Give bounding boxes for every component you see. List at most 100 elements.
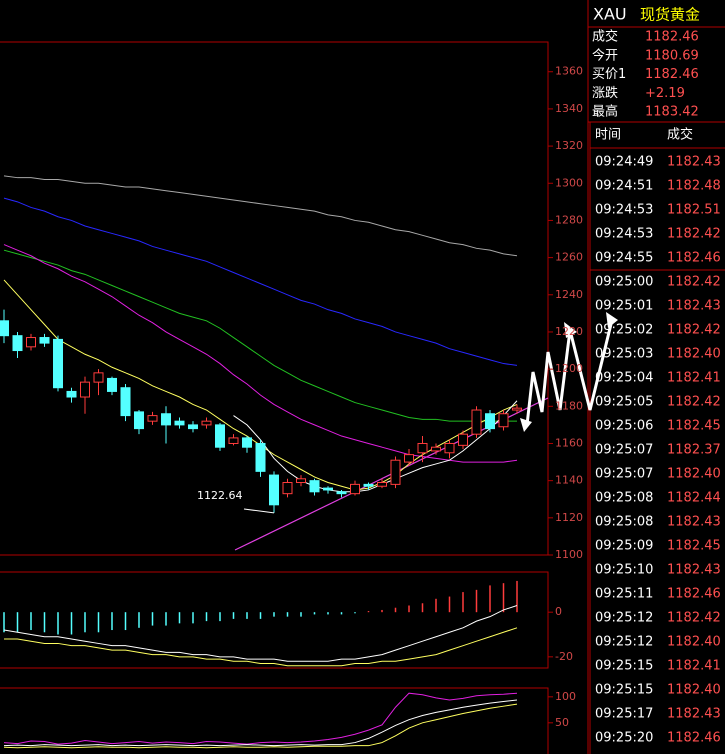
tick-price: 1182.43 [667,707,721,722]
candle-body [26,337,36,348]
candle-body [498,413,509,428]
y-tick-label: 1240 [555,288,583,301]
macd-frame [0,571,549,669]
tick-price: 1182.46 [667,251,721,266]
candle-body [174,420,185,426]
quote-value: 1182.46 [645,67,699,82]
candle-body [512,407,522,411]
tick-price: 1182.42 [667,323,721,338]
tick-price: 1182.40 [667,467,721,482]
candle-body [134,411,144,430]
candle-body [309,480,320,493]
candle-body [39,337,50,344]
candle-body [336,491,347,495]
annotation-leader [243,508,275,514]
candle-body [80,381,90,398]
candle-body [107,377,117,392]
quote-value: 1180.69 [645,48,699,63]
arrow-head [520,418,532,432]
arrow-head [564,322,577,338]
indicator-line [3,175,518,257]
tick-price: 1182.40 [667,683,721,698]
main-frame [0,41,549,556]
arrow-head [606,312,618,328]
table-header: 成交 [667,127,693,143]
indicator-line [3,703,518,749]
quote-label: 成交 [592,29,618,45]
arrow-path [568,319,614,411]
candle-body [53,338,63,389]
y-tick-label: -20 [555,650,573,663]
y-tick-label: 1180 [555,399,583,412]
y-tick-label: 1360 [555,65,583,78]
y-tick-label: 1340 [555,102,583,115]
tick-price: 1182.43 [667,515,721,530]
tick-price: 1182.48 [667,179,721,194]
tick-time: 09:25:01 [595,299,653,314]
indicator-line [3,605,518,662]
candle-body [444,442,455,454]
quote-value: +2.19 [645,86,685,101]
tick-price: 1182.42 [667,611,721,626]
tick-price: 1182.51 [667,203,721,218]
indicator-line [3,244,518,463]
y-tick-label: 1120 [555,511,583,524]
tick-time: 09:24:49 [595,155,653,170]
drawn-arrows [525,319,614,426]
candle-body [161,413,171,426]
candle-body [485,413,495,430]
quote-value: 1183.42 [645,105,699,120]
tick-price: 1182.46 [667,731,721,746]
y-tick-label: 1320 [555,139,583,152]
quote-label: 涨跌 [592,85,618,101]
candle-body [120,387,131,417]
candle-body [242,437,252,448]
candle-body [269,474,279,506]
tick-price: 1182.43 [667,299,721,314]
arrow-path [525,329,572,426]
tick-time: 09:25:05 [595,395,653,410]
tick-time: 09:25:10 [595,563,653,578]
y-tick-label: 1220 [555,325,583,338]
tick-price: 1182.46 [667,587,721,602]
quote-label: 最高 [592,104,618,120]
y-tick-label: 1160 [555,436,583,449]
candle-body [93,372,104,383]
tick-time: 09:25:15 [595,683,653,698]
tick-time: 09:25:15 [595,659,653,674]
quote-value: 1182.46 [645,30,699,45]
arrow-heads [520,312,618,432]
tick-price: 1182.41 [667,371,721,386]
tick-price: 1182.42 [667,275,721,290]
tick-time: 09:25:02 [595,323,653,338]
tick-time: 09:25:12 [595,611,653,626]
indicator-line [3,699,518,747]
quote-label: 买价1 [592,67,626,82]
tick-time: 09:25:07 [595,467,653,482]
candle-body [66,390,77,398]
tick-time: 09:25:11 [595,587,653,602]
tick-time: 09:24:51 [595,179,653,194]
y-tick-label: 1200 [555,362,583,375]
symbol: XAU [593,5,627,24]
candle-body [377,482,387,487]
candle-body [255,442,266,472]
tick-price: 1182.42 [667,227,721,242]
candle-body [228,437,239,444]
tick-time: 09:25:08 [595,491,653,506]
low-annotation: 1122.64 [197,489,243,502]
candle-body [390,459,401,485]
indicator-line [3,692,518,745]
tick-time: 09:24:53 [595,227,653,242]
tick-time: 09:25:20 [595,731,653,746]
tick-time: 09:25:08 [595,515,653,530]
quote-label: 今开 [592,47,618,63]
tick-price: 1182.43 [667,155,721,170]
candle-body [471,409,482,435]
indicator-line [3,249,517,422]
candle-body [296,478,306,484]
candle-body [282,482,293,495]
candle-body [12,335,23,352]
tick-time: 09:24:55 [595,251,653,266]
